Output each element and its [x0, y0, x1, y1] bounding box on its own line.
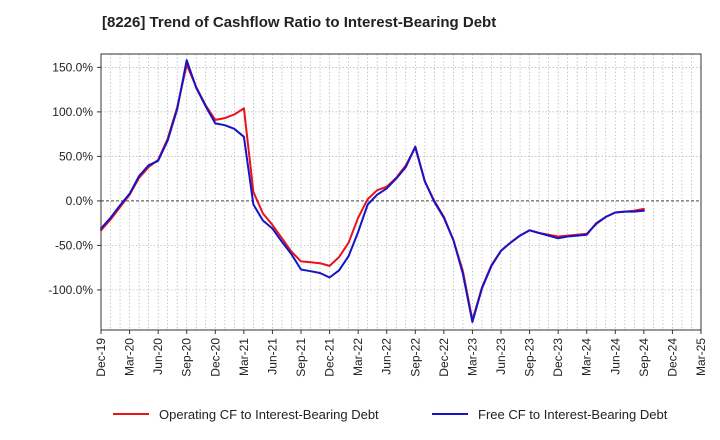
y-tick-label: 50.0% [59, 149, 93, 163]
x-tick-label: Jun-23 [494, 338, 508, 375]
series-lines [100, 59, 645, 323]
x-tick-label: Mar-24 [580, 338, 594, 376]
legend-label-operating-cf: Operating CF to Interest-Bearing Debt [159, 406, 379, 422]
x-tick-label: Mar-23 [465, 338, 479, 376]
legend-item-free-cf: Free CF to Interest-Bearing Debt [432, 404, 667, 424]
axes [97, 66, 702, 334]
x-tick-label: Sep-21 [294, 338, 308, 377]
x-tick-label: Mar-22 [351, 338, 365, 376]
x-tick-label: Sep-23 [523, 338, 537, 377]
x-tick-label: Dec-24 [665, 338, 679, 377]
x-tick-label: Sep-24 [637, 338, 651, 377]
x-tick-label: Dec-19 [94, 338, 108, 377]
x-tick-label: Jun-22 [380, 338, 394, 375]
y-tick-label: 150.0% [52, 60, 93, 74]
x-tick-label: Mar-25 [694, 338, 708, 376]
chart-title: [8226] Trend of Cashflow Ratio to Intere… [102, 14, 497, 31]
legend-swatch-operating-cf [113, 413, 149, 415]
x-tick-label: Dec-20 [208, 338, 222, 377]
y-tick-label: 0.0% [66, 194, 94, 208]
x-tick-label: Mar-20 [123, 338, 137, 376]
x-tick-label: Jun-24 [608, 338, 622, 375]
y-tick-label: 100.0% [52, 105, 93, 119]
legend-label-free-cf: Free CF to Interest-Bearing Debt [478, 406, 668, 422]
x-tick-label: Sep-20 [180, 338, 194, 377]
tick-labels: 150.0% 100.0% 50.0% 0.0% -50.0% -100.0% Dec-19… [48, 60, 708, 376]
x-tick-label: Dec-23 [551, 338, 565, 377]
x-tick-label: Dec-21 [323, 338, 337, 377]
x-tick-label: Mar-21 [237, 338, 251, 376]
series-line-free-cf [100, 59, 645, 323]
y-tick-label: -100.0% [48, 283, 93, 297]
legend-swatch-free-cf [432, 413, 468, 415]
legend-item-operating-cf: Operating CF to Interest-Bearing Debt [113, 404, 379, 424]
plot-area-frame [100, 53, 702, 331]
plot-area-background [101, 54, 701, 330]
x-tick-label: Jun-21 [265, 338, 279, 375]
grid-lines [101, 54, 701, 330]
x-tick-label: Sep-22 [408, 338, 422, 377]
x-tick-label: Jun-20 [151, 338, 165, 375]
x-tick-label: Dec-22 [437, 338, 451, 377]
y-tick-label: -50.0% [55, 238, 93, 252]
